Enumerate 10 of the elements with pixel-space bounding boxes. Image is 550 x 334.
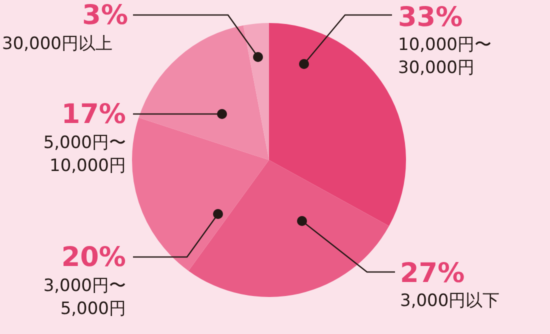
- data-label: 3%: [82, 0, 128, 32]
- slice-label: 30,000円以上: [2, 33, 114, 56]
- data-label: 17%: [61, 99, 126, 131]
- data-label: 27%: [400, 258, 465, 290]
- slice-label: 5,000円〜10,000円: [42, 132, 126, 178]
- slice-label: 10,000円〜30,000円: [398, 34, 492, 80]
- data-label: 20%: [61, 242, 126, 274]
- slice-label: 3,000円〜5,000円: [42, 275, 126, 321]
- slice-label: 3,000円以下: [400, 290, 501, 313]
- data-label: 33%: [398, 2, 463, 34]
